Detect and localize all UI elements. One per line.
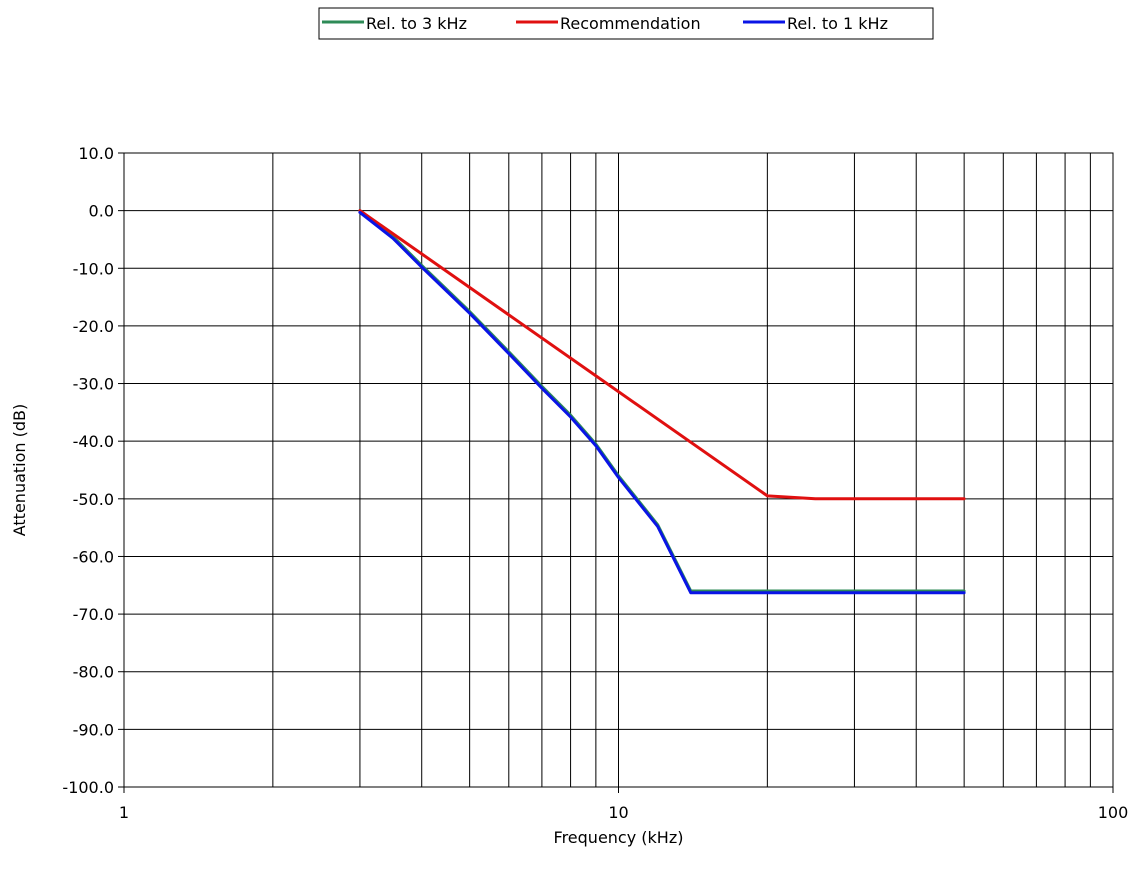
y-tick-label: -70.0 — [73, 605, 114, 624]
x-tick-label: 10 — [608, 803, 628, 822]
legend: Rel. to 3 kHz Recommendation Rel. to 1 kHz — [318, 7, 934, 40]
y-tick-label: -60.0 — [73, 547, 114, 566]
x-tick-label: 1 — [119, 803, 129, 822]
legend-box — [318, 7, 934, 40]
y-tick-label: -30.0 — [73, 375, 114, 394]
y-tick-label: -10.0 — [73, 259, 114, 278]
y-axis-tick-labels: 10.0 0.0 -10.0 -20.0 -30.0 -40.0 -50.0 -60.0 -70… — [62, 144, 124, 797]
legend-label: Rel. to 3 kHz — [366, 14, 467, 33]
y-tick-label: 0.0 — [89, 202, 114, 221]
y-axis-title: Attenuation (dB) — [10, 404, 29, 537]
y-tick-label: -100.0 — [62, 778, 114, 797]
legend-label: Rel. to 1 kHz — [787, 14, 888, 33]
y-tick-label: -90.0 — [73, 720, 114, 739]
series-line-recommendation — [358, 209, 966, 501]
y-tick-label: -50.0 — [73, 490, 114, 509]
x-tick-label: 100 — [1098, 803, 1129, 822]
y-tick-label: -80.0 — [73, 663, 114, 682]
grid — [124, 152, 1113, 788]
y-tick-label: -40.0 — [73, 432, 114, 451]
legend-label: Recommendation — [560, 14, 701, 33]
series-line-rel-to-1-khz — [358, 210, 966, 595]
x-axis-title: Frequency (kHz) — [554, 828, 684, 847]
x-axis-tick-labels: 1 10 100 — [119, 787, 1128, 822]
y-tick-label: 10.0 — [78, 144, 114, 163]
series-layer — [358, 209, 966, 595]
y-tick-label: -20.0 — [73, 317, 114, 336]
